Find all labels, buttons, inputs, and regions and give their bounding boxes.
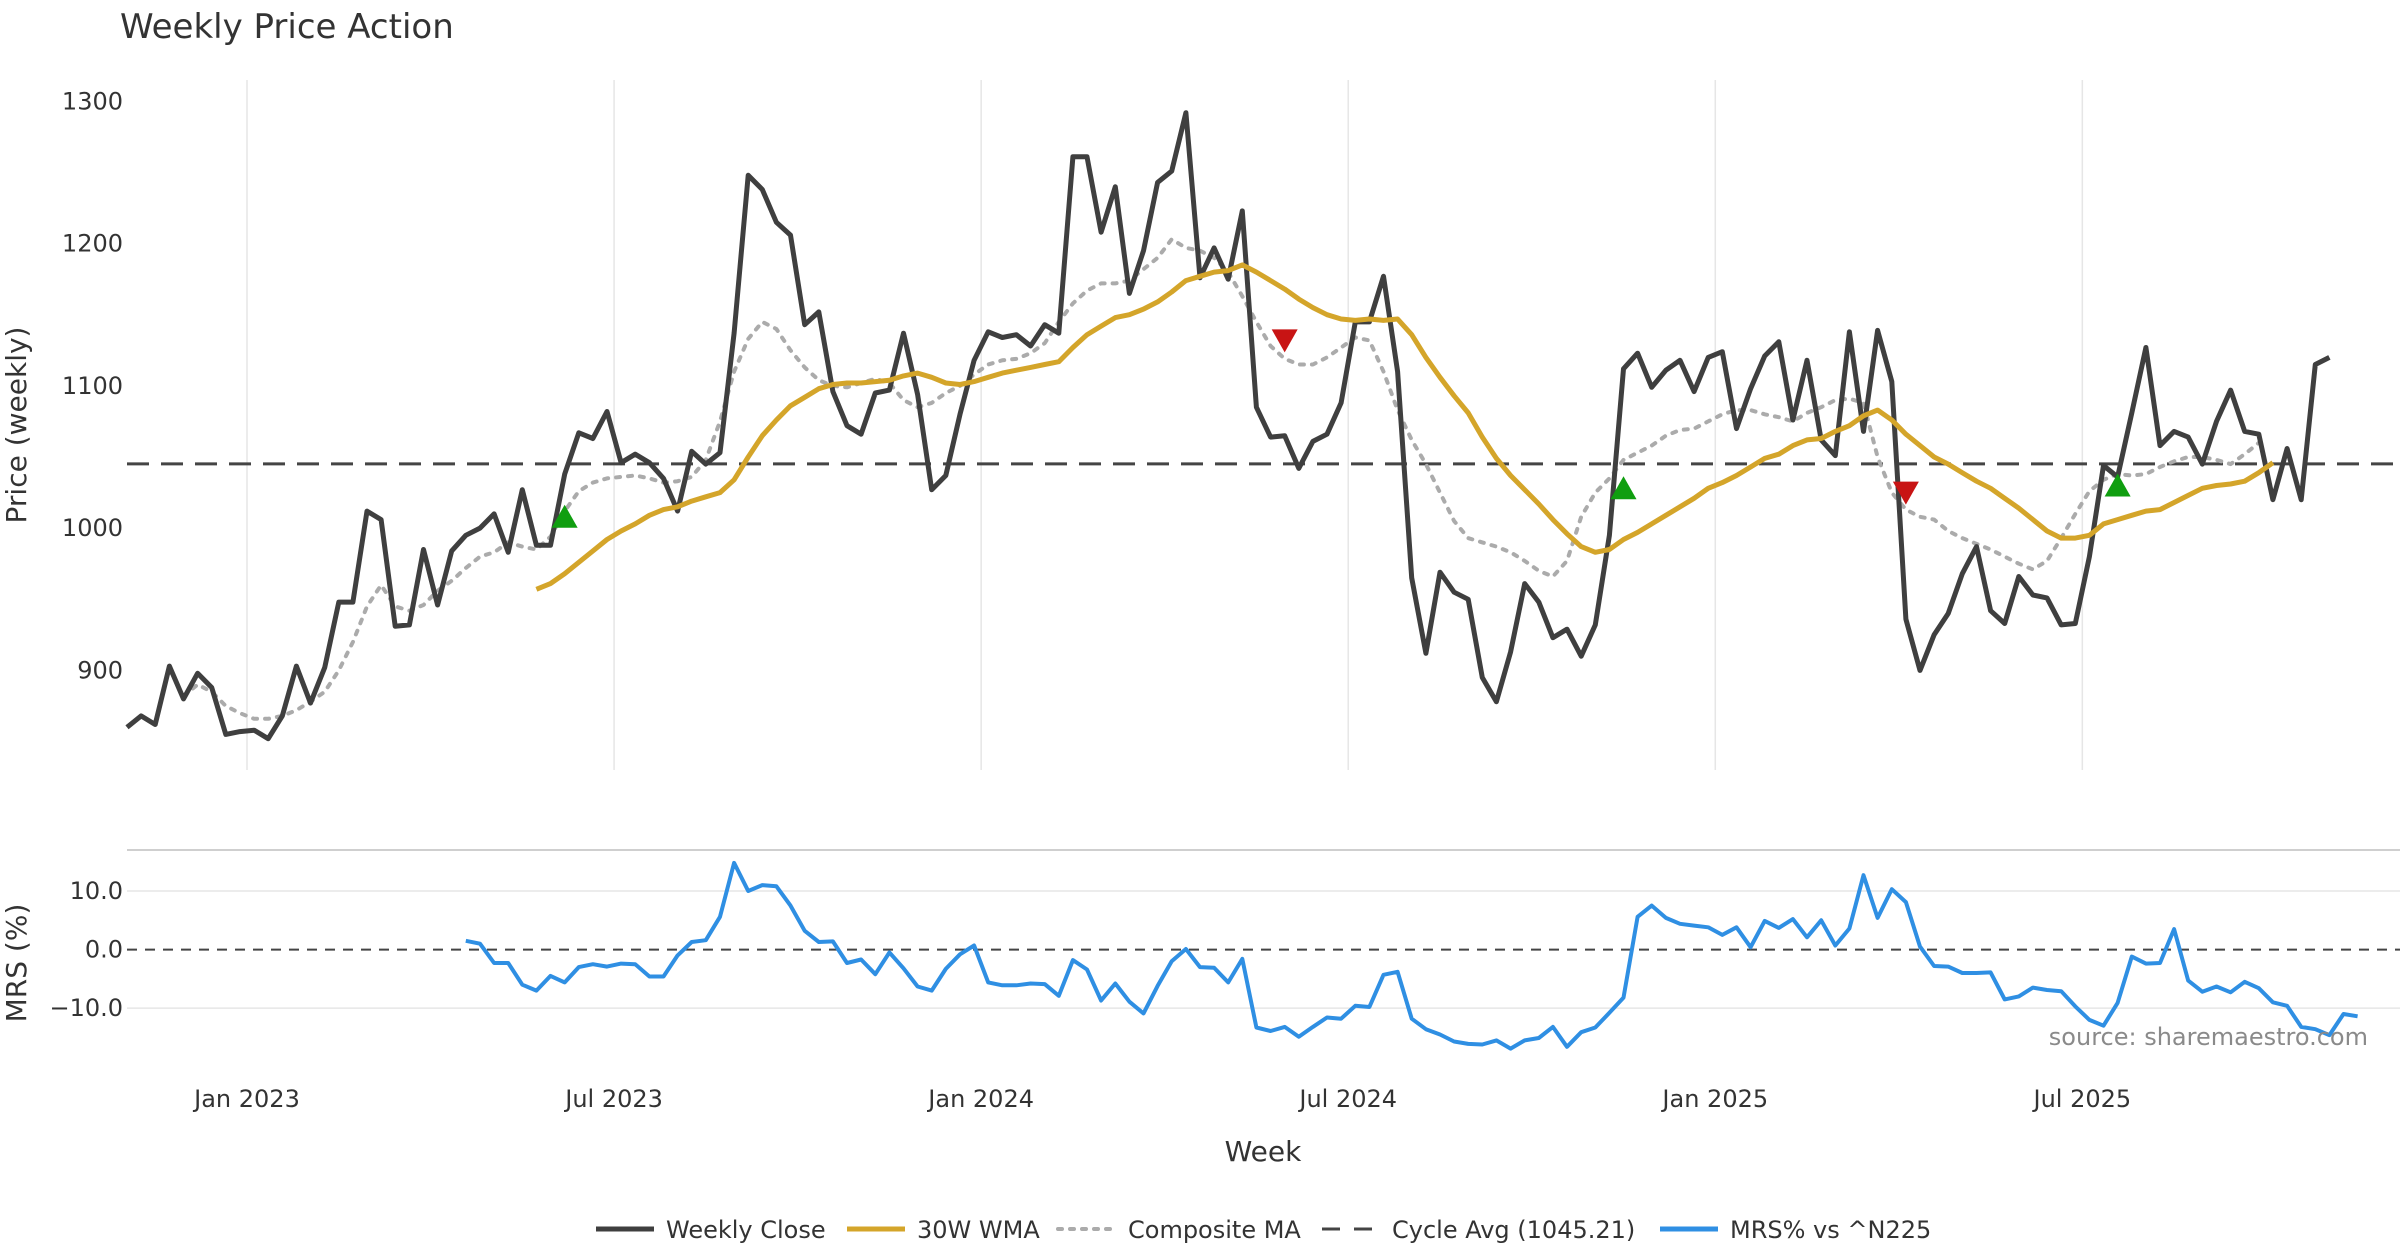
price-ytick-label: 1100 [62,372,123,400]
sell-signal-marker [1271,329,1298,353]
legend-item: 30W WMA [847,1216,1040,1244]
legend: Weekly Close 30W WMA Composite MA Cycle Avg… [596,1216,1931,1244]
legend-label: 30W WMA [917,1216,1040,1244]
legend-label: Composite MA [1128,1216,1301,1244]
mrs-ylabel: MRS (%) [0,904,33,1023]
buy-signal-marker [551,504,578,528]
wma-30w-line [535,262,2275,592]
price-ytick-label: 900 [77,656,123,684]
mrs-ytick-label: 10.0 [70,877,123,905]
sell-signal-marker [1892,481,1919,505]
mrs-yticks: 10.0 0.0 −10.0 [49,877,123,1022]
x-tick-label: Jan 2024 [926,1085,1034,1113]
signal-markers [551,329,2131,528]
composite-ma-line [181,237,2261,721]
x-axis-label: Week [1225,1135,1302,1168]
mrs-line [465,860,2358,1051]
mrs-ytick-label: 0.0 [85,936,123,964]
legend-item: Cycle Avg (1045.21) [1322,1216,1635,1244]
chart-title: Weekly Price Action [120,7,454,47]
weekly-close-line [125,110,2331,742]
x-ticks: Jan 2023 Jul 2023 Jan 2024 Jul 2024 Jan 2025… [192,1085,2131,1113]
x-tick-label: Jan 2025 [1660,1085,1768,1113]
x-tick-label: Jul 2023 [563,1085,663,1113]
price-ytick-label: 1200 [62,230,123,258]
price-ytick-label: 1300 [62,87,123,115]
x-tick-label: Jul 2024 [1297,1085,1397,1113]
price-ylabel: Price (weekly) [0,327,33,524]
source-note: source: sharemaestro.com [2049,1023,2368,1051]
buy-signal-marker [1610,476,1637,500]
legend-item: Weekly Close [596,1216,826,1244]
x-tick-label: Jul 2025 [2032,1085,2132,1113]
legend-item: MRS% vs ^N225 [1660,1216,1931,1244]
grid [127,80,2400,1009]
legend-label: MRS% vs ^N225 [1730,1216,1931,1244]
buy-signal-marker [2104,473,2131,497]
legend-label: Cycle Avg (1045.21) [1392,1216,1635,1244]
mrs-ytick-label: −10.0 [49,994,123,1022]
x-tick-label: Jan 2023 [192,1085,300,1113]
price-ytick-label: 1000 [62,514,123,542]
legend-label: Weekly Close [666,1216,826,1244]
legend-item: Composite MA [1056,1216,1301,1244]
price-yticks: 900 1000 1100 1200 1300 [62,87,123,684]
